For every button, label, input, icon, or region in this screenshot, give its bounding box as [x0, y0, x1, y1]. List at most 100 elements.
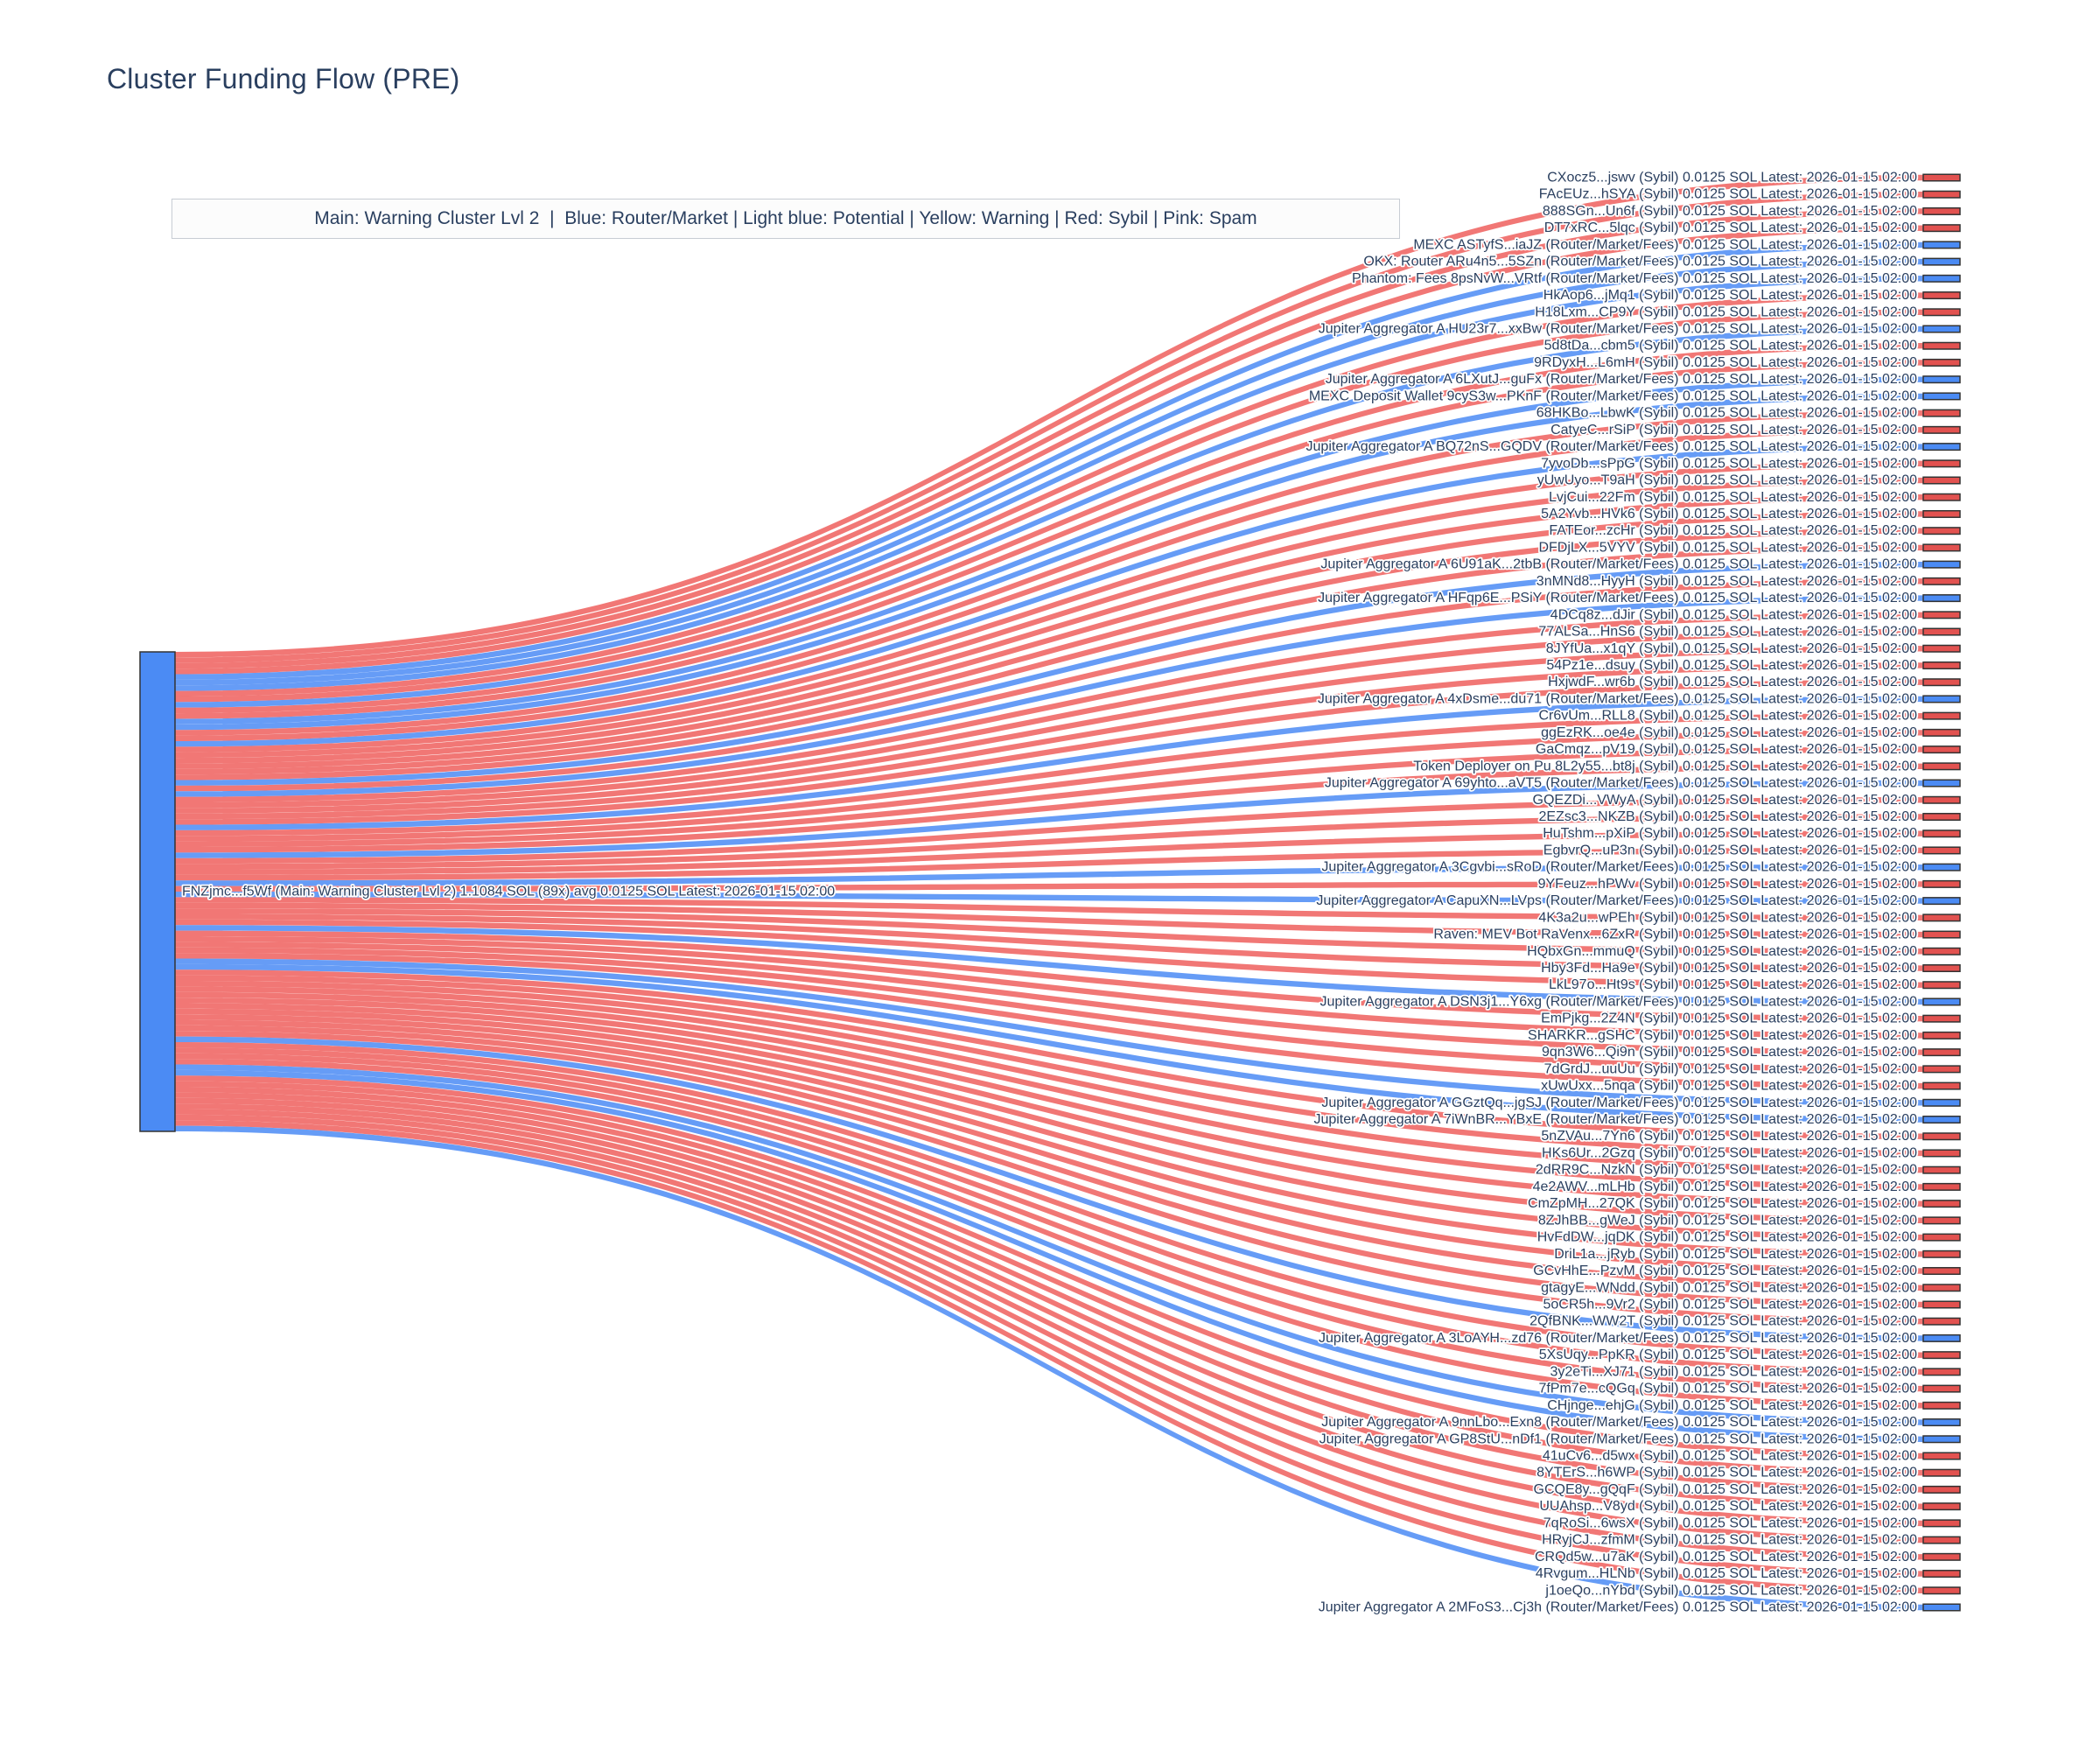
sankey-link[interactable] — [175, 1120, 1923, 1593]
sankey-node[interactable] — [1922, 1014, 1961, 1023]
sankey-link[interactable] — [175, 326, 1923, 708]
sankey-node[interactable] — [1922, 493, 1961, 501]
sankey-node[interactable] — [1922, 1502, 1961, 1511]
sankey-link[interactable] — [175, 679, 1923, 825]
sankey-link[interactable] — [175, 343, 1923, 714]
sankey-link[interactable] — [175, 528, 1923, 775]
sankey-node[interactable] — [1922, 577, 1961, 585]
sankey-link[interactable] — [175, 612, 1923, 803]
sankey-link[interactable] — [175, 1125, 1923, 1611]
sankey-node[interactable] — [1922, 1132, 1961, 1141]
sankey-link[interactable] — [175, 986, 1923, 1190]
sankey-link[interactable] — [175, 1042, 1923, 1358]
sankey-node[interactable] — [1922, 1368, 1961, 1376]
sankey-node[interactable] — [1922, 1200, 1961, 1208]
sankey-link[interactable] — [175, 1008, 1923, 1257]
sankey-link[interactable] — [175, 1064, 1923, 1425]
sankey-link[interactable] — [175, 970, 1923, 1139]
sankey-node[interactable] — [1922, 1250, 1961, 1258]
sankey-link[interactable] — [175, 1103, 1923, 1544]
sankey-node[interactable] — [1922, 1300, 1961, 1309]
sankey-node[interactable] — [1922, 879, 1961, 888]
sankey-link[interactable] — [175, 477, 1923, 759]
sankey-link[interactable] — [175, 963, 1923, 1123]
sankey-node[interactable] — [1922, 728, 1961, 737]
sankey-link[interactable] — [175, 242, 1923, 680]
sankey-link[interactable] — [175, 881, 1923, 892]
sankey-node[interactable] — [1922, 425, 1961, 434]
sankey-node[interactable] — [1922, 274, 1961, 283]
sankey-node[interactable] — [1922, 964, 1961, 973]
sankey-link[interactable] — [175, 225, 1923, 675]
sankey-source-node[interactable] — [139, 651, 176, 1132]
sankey-node[interactable] — [1922, 224, 1961, 233]
sankey-link[interactable] — [175, 292, 1923, 696]
sankey-node[interactable] — [1922, 325, 1961, 333]
sankey-link[interactable] — [175, 1075, 1923, 1460]
sankey-node[interactable] — [1922, 611, 1961, 620]
sankey-node[interactable] — [1922, 914, 1961, 922]
sankey-link[interactable] — [175, 1069, 1923, 1442]
sankey-link[interactable] — [175, 780, 1923, 858]
sankey-link[interactable] — [175, 1025, 1923, 1308]
sankey-node[interactable] — [1922, 981, 1961, 990]
sankey-node[interactable] — [1922, 998, 1961, 1006]
sankey-node[interactable] — [1922, 543, 1961, 552]
sankey-node[interactable] — [1922, 241, 1961, 249]
sankey-node[interactable] — [1922, 1267, 1961, 1276]
sankey-link[interactable] — [175, 174, 1923, 658]
sankey-node[interactable] — [1922, 846, 1961, 855]
sankey-link[interactable] — [175, 208, 1923, 669]
sankey-link[interactable] — [175, 1047, 1923, 1376]
sankey-link[interactable] — [175, 1087, 1923, 1493]
sankey-node[interactable] — [1922, 762, 1961, 771]
sankey-link[interactable] — [175, 935, 1923, 1039]
sankey-node[interactable] — [1922, 627, 1961, 636]
sankey-node[interactable] — [1922, 644, 1961, 653]
sankey-node[interactable] — [1922, 375, 1961, 384]
sankey-link[interactable] — [175, 276, 1923, 691]
sankey-link[interactable] — [175, 561, 1923, 786]
sankey-node[interactable] — [1922, 476, 1961, 485]
sankey-node[interactable] — [1922, 1233, 1961, 1242]
sankey-link[interactable] — [175, 393, 1923, 731]
sankey-link[interactable] — [175, 930, 1923, 1022]
sankey-node[interactable] — [1922, 1317, 1961, 1326]
sankey-link[interactable] — [175, 511, 1923, 769]
sankey-link[interactable] — [175, 662, 1923, 820]
sankey-node[interactable] — [1922, 779, 1961, 788]
sankey-link[interactable] — [175, 427, 1923, 741]
sankey-node[interactable] — [1922, 1536, 1961, 1544]
sankey-link[interactable] — [175, 444, 1923, 747]
sankey-link[interactable] — [175, 1003, 1923, 1241]
sankey-node[interactable] — [1922, 1216, 1961, 1225]
sankey-link[interactable] — [175, 814, 1923, 870]
sankey-link[interactable] — [175, 696, 1923, 830]
sankey-node[interactable] — [1922, 830, 1961, 838]
sankey-node[interactable] — [1922, 1048, 1961, 1057]
sankey-link[interactable] — [175, 892, 1923, 904]
sankey-link[interactable] — [175, 192, 1923, 663]
sankey-node[interactable] — [1922, 459, 1961, 468]
sankey-link[interactable] — [175, 1053, 1923, 1392]
sankey-node[interactable] — [1922, 1031, 1961, 1040]
sankey-node[interactable] — [1922, 863, 1961, 872]
sankey-link[interactable] — [175, 958, 1923, 1106]
sankey-link[interactable] — [175, 797, 1923, 864]
sankey-link[interactable] — [175, 1081, 1923, 1476]
sankey-link[interactable] — [175, 1114, 1923, 1577]
sankey-link[interactable] — [175, 942, 1923, 1055]
sankey-link[interactable] — [175, 953, 1923, 1089]
sankey-node[interactable] — [1922, 930, 1961, 939]
sankey-link[interactable] — [175, 902, 1923, 938]
sankey-link[interactable] — [175, 258, 1923, 686]
sankey-node[interactable] — [1922, 1452, 1961, 1460]
sankey-link[interactable] — [175, 1109, 1923, 1560]
sankey-node[interactable] — [1922, 1351, 1961, 1360]
sankey-link[interactable] — [175, 998, 1923, 1224]
sankey-node[interactable] — [1922, 308, 1961, 317]
sankey-node[interactable] — [1922, 509, 1961, 518]
sankey-link[interactable] — [175, 460, 1923, 752]
sankey-node[interactable] — [1922, 392, 1961, 401]
sankey-node[interactable] — [1922, 291, 1961, 300]
